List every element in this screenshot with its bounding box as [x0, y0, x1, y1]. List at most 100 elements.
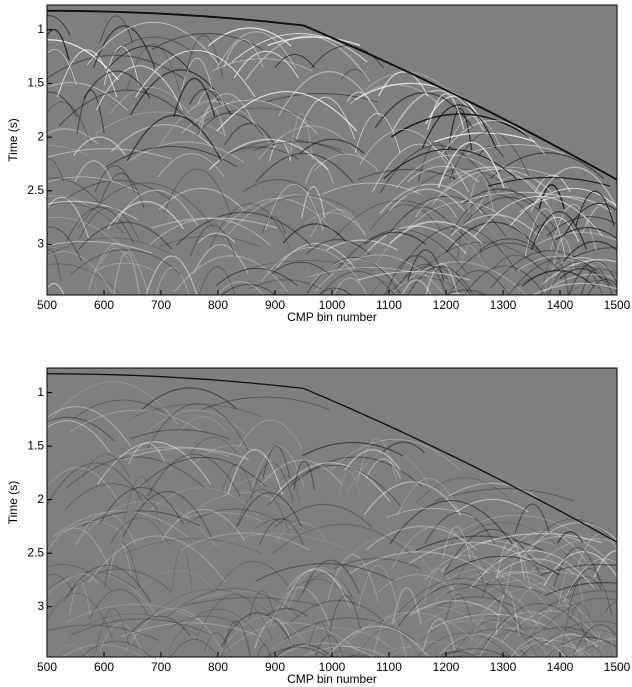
- seismic-event: [479, 238, 540, 252]
- seismic-event: [61, 644, 143, 657]
- seismic-event: [78, 221, 173, 250]
- seismic-event: [257, 644, 271, 657]
- seismic-event: [224, 122, 276, 146]
- seismic-image: [47, 9, 617, 295]
- y-tick-label: 2.5: [27, 183, 44, 197]
- seismic-event: [196, 591, 288, 601]
- seismic-event: [211, 58, 313, 72]
- seismic-event: [267, 464, 401, 507]
- seismic-event: [148, 218, 271, 246]
- y-axis-label: Time (s): [6, 118, 20, 162]
- seismic-event: [365, 458, 402, 479]
- seismic-event: [299, 138, 365, 154]
- seismic-event: [474, 195, 604, 237]
- seismic-event: [163, 169, 231, 214]
- seismic-event: [561, 607, 587, 649]
- seismic-event: [121, 622, 262, 638]
- seismic-event: [236, 492, 302, 527]
- seismic-event: [491, 612, 546, 634]
- seismic-event: [562, 558, 617, 603]
- seismic-event: [147, 588, 277, 620]
- seismic-event: [406, 165, 480, 183]
- seismic-event: [47, 148, 172, 160]
- seismic-event: [514, 265, 617, 289]
- seismic-event: [483, 570, 604, 584]
- seismic-event: [78, 207, 140, 240]
- seismic-event: [383, 148, 517, 180]
- seismic-image: [47, 373, 617, 657]
- seismic-event: [338, 471, 360, 497]
- seismic-event: [110, 124, 218, 153]
- seismic-event: [239, 259, 374, 272]
- seismic-event: [151, 217, 278, 229]
- seismic-event: [569, 638, 617, 657]
- seismic-event: [286, 566, 355, 612]
- x-tick-label: 900: [265, 298, 285, 312]
- seismic-event: [464, 265, 546, 295]
- seismic-event: [47, 624, 160, 642]
- seismic-event: [544, 636, 617, 657]
- seismic-event: [222, 198, 334, 231]
- seismic-event: [186, 508, 284, 525]
- seismic-event: [275, 642, 375, 657]
- seismic-event: [541, 259, 617, 285]
- seismic-event: [64, 179, 172, 201]
- x-tick-label: 1000: [319, 660, 346, 674]
- seismic-event: [132, 403, 262, 418]
- seismic-event: [215, 268, 298, 286]
- seismic-event: [158, 187, 244, 211]
- seismic-event: [184, 34, 223, 77]
- seismic-event: [444, 289, 488, 295]
- seismic-event: [481, 577, 507, 598]
- seismic-event: [327, 554, 379, 602]
- seismic-event: [47, 82, 128, 111]
- seismic-event: [94, 111, 224, 135]
- seismic-event: [580, 268, 613, 295]
- seismic-event: [53, 644, 90, 657]
- seismic-event: [514, 503, 551, 534]
- x-tick-label: 600: [94, 660, 114, 674]
- seismic-event: [158, 235, 261, 248]
- seismic-event: [409, 599, 500, 617]
- seismic-event: [95, 65, 183, 111]
- seismic-event: [556, 531, 584, 544]
- seismic-event: [434, 570, 564, 602]
- seismic-event: [225, 622, 359, 652]
- seismic-event: [248, 590, 276, 620]
- seismic-event: [347, 450, 433, 493]
- seismic-event: [94, 165, 136, 193]
- seismic-event: [270, 261, 330, 275]
- seismic-event: [448, 628, 548, 649]
- seismic-event: [227, 448, 284, 495]
- seismic-event: [390, 113, 530, 138]
- seismic-event: [354, 113, 401, 153]
- seismic-event: [255, 152, 354, 184]
- seismic-event: [445, 593, 472, 622]
- seismic-event: [509, 639, 593, 657]
- seismic-event: [272, 523, 411, 555]
- seismic-event: [455, 498, 529, 513]
- x-tick-label: 800: [208, 298, 228, 312]
- seismic-event: [500, 610, 603, 644]
- seismic-event: [546, 262, 570, 295]
- seismic-event: [415, 241, 550, 277]
- seismic-event: [47, 15, 71, 36]
- seismic-event: [273, 475, 300, 501]
- seismic-event: [106, 201, 185, 230]
- seismic-event: [145, 255, 198, 295]
- seismic-event: [70, 248, 182, 275]
- seismic-event: [456, 213, 483, 260]
- seismic-event: [86, 21, 220, 66]
- x-tick-label: 1300: [490, 298, 517, 312]
- seismic-event: [383, 277, 465, 295]
- seismic-event: [47, 571, 137, 590]
- seismic-event: [264, 183, 324, 230]
- seismic-event: [74, 160, 113, 182]
- seismic-event: [265, 646, 330, 657]
- x-tick-label: 500: [37, 660, 57, 674]
- seismic-event: [430, 613, 553, 630]
- seismic-event: [134, 570, 219, 594]
- seismic-event: [270, 627, 395, 650]
- seismic-event: [87, 242, 148, 291]
- seismic-event: [582, 646, 603, 657]
